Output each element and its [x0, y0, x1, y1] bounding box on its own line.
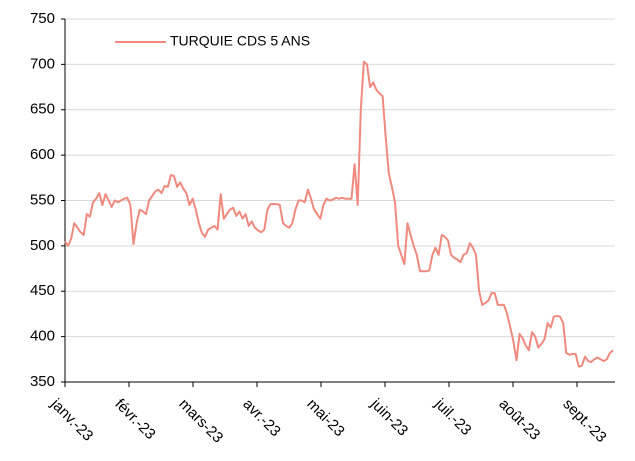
y-tick-label: 750 [30, 10, 55, 27]
y-tick-label: 700 [30, 55, 55, 72]
y-tick-label: 650 [30, 101, 55, 118]
x-tick-label: janv.-23 [47, 395, 97, 445]
y-tick-label: 550 [30, 191, 55, 208]
x-tick-label: mars-23 [175, 396, 226, 447]
x-tick-label: sept.-23 [559, 396, 609, 446]
y-tick-label: 600 [30, 146, 55, 163]
y-tick-label: 500 [30, 237, 55, 254]
series-line [64, 60, 614, 368]
x-tick-label: août-23 [495, 396, 543, 444]
x-tick-label: juil.-23 [431, 395, 475, 439]
y-tick-label: 350 [30, 373, 55, 390]
x-tick-label: mai-23 [303, 396, 347, 440]
legend-label: TURQUIE CDS 5 ANS [170, 33, 310, 49]
y-tick-label: 400 [30, 328, 55, 345]
x-tick-label: févr.-23 [111, 396, 158, 443]
y-tick-label: 450 [30, 282, 55, 299]
x-tick-label: juin-23 [367, 395, 412, 440]
x-tick-label: avr.-23 [239, 396, 283, 440]
